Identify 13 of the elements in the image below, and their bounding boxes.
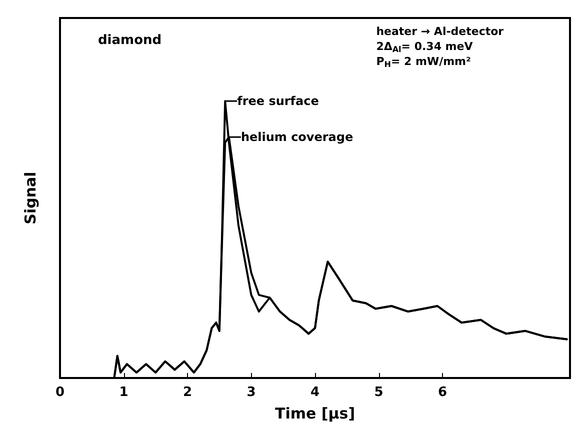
x-tick-label: 5 — [374, 385, 384, 400]
legend-label: helium coverage — [240, 130, 354, 144]
x-tick-label: 4 — [310, 385, 320, 400]
x-tick-label: 1 — [119, 385, 128, 400]
x-tick-label: 0 — [55, 385, 65, 400]
x-tick-label: 3 — [246, 385, 256, 400]
x-tick-label: 2 — [182, 385, 192, 400]
text: diamond — [98, 33, 162, 48]
text: heater → Al-detector — [376, 25, 504, 38]
legend-label: free surface — [237, 94, 319, 108]
x-axis-title: Time [µs] — [274, 404, 356, 422]
y-axis-title: Signal — [22, 172, 40, 224]
x-tick-label: 6 — [438, 385, 448, 400]
